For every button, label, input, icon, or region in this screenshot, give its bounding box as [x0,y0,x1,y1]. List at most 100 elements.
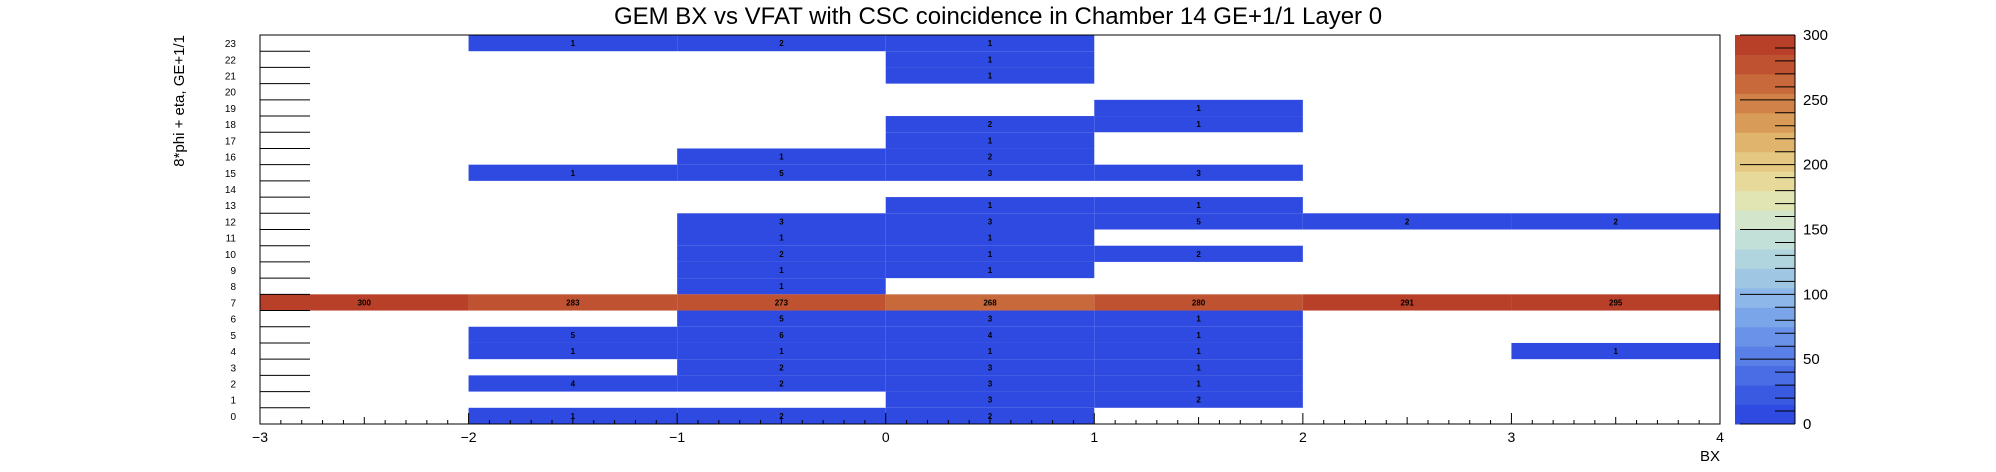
palette-tick-label: 200 [1803,157,1828,174]
y-tick-label: 14 [225,185,237,196]
y-tick-label: 9 [230,266,236,277]
y-tick-label: 7 [230,298,236,309]
cell-value-label: 1 [779,282,784,291]
cell-value-label: 1 [988,136,993,145]
y-tick-label: 21 [225,72,237,83]
x-tick-label: 0 [882,429,890,445]
cell-value-label: 1 [1196,201,1201,210]
cell-value-label: 1 [988,201,993,210]
color-palette: 0 50 100 150 200 250 300 [1735,27,1828,433]
palette-swatch [1735,190,1795,211]
palette-swatch [1735,248,1795,269]
cell-value-label: 1 [1196,120,1201,129]
cell-value-label: 3 [988,315,993,324]
heatmap-cell [1094,342,1303,360]
cell-value-label: 2 [779,250,784,259]
heatmap-cell [677,213,886,230]
heatmap-cell [1094,213,1303,230]
cell-value-label: 4 [571,379,576,388]
heatmap-cell [885,116,1095,133]
x-tick-label: 3 [1508,429,1516,445]
cell-value-label: 1 [1196,315,1201,324]
y-tick-label: 10 [225,250,237,261]
y-tick-label: 4 [230,347,236,358]
cell-value-label: 2 [779,412,784,421]
heatmap-cell [1094,391,1303,408]
cell-value-label: 1 [988,347,993,356]
palette-swatch [1735,326,1795,347]
palette-swatch [1735,346,1795,367]
palette-tick-label: 250 [1803,92,1828,109]
heatmap-cell [885,310,1095,327]
heatmap-cell [468,35,678,52]
palette-swatch [1735,132,1795,153]
cell-value-label: 2 [988,120,993,129]
x-axis: −3 −2 −1 0 1 2 3 4 [252,413,1724,445]
palette-tick-label: 300 [1803,27,1828,44]
palette-swatch [1735,287,1795,308]
palette-swatch [1735,268,1795,289]
y-tick-label: 19 [225,104,237,115]
heatmap-cell [1094,245,1303,262]
heatmap-cell [885,148,1095,165]
palette-swatch [1735,307,1795,328]
heatmap-cell [468,342,678,360]
cell-value-label: 5 [571,331,576,340]
heatmap-cell [677,35,886,52]
cell-value-label: 283 [566,298,580,307]
cell-value-label: 300 [358,298,372,307]
x-axis-label: BX [1700,448,1720,465]
cell-value-label: 1 [1196,331,1201,340]
y-tick-label: 17 [225,136,237,147]
heatmap-cell [1094,310,1303,327]
heatmap-cell [885,407,1095,424]
y-tick-label: 2 [230,379,236,390]
cell-value-label: 1 [779,266,784,275]
cell-value-label: 280 [1192,298,1206,307]
heatmap-cell [1094,359,1303,376]
cell-value-label: 3 [779,217,784,226]
cell-value-label: 6 [779,331,784,340]
cell-value-label: 291 [1400,298,1414,307]
cell-value-label: 268 [983,298,997,307]
heatmap-cell [885,35,1095,52]
cell-value-label: 273 [775,298,789,307]
heatmap-cell [677,375,886,392]
cell-value-label: 1 [988,72,993,81]
cell-value-label: 1 [988,234,993,243]
y-tick-label: 18 [225,120,237,131]
y-tick-label: 20 [225,88,237,99]
cell-value-label: 2 [1196,396,1201,405]
cell-value-label: 1 [1196,347,1201,356]
cell-value-label: 5 [779,315,784,324]
cell-value-label: 1 [571,39,576,48]
palette-swatch [1735,210,1795,230]
x-tick-label: −3 [252,429,268,445]
heatmap-cell [677,407,886,424]
cell-value-label: 1 [779,234,784,243]
heatmap-cell [1094,375,1303,392]
heatmap-cell [885,197,1095,214]
heatmap-cell [885,245,1095,262]
cell-value-label: 2 [779,363,784,372]
palette-swatch [1735,73,1795,94]
heatmap-cell [677,359,886,376]
heatmap-cell [677,245,886,262]
chart-title: GEM BX vs VFAT with CSC coincidence in C… [614,3,1382,30]
y-tick-label: 0 [230,412,236,423]
cell-value-label: 2 [779,39,784,48]
y-tick-label: 3 [230,363,236,374]
palette-swatch [1735,365,1795,386]
y-tick-label: 13 [225,201,237,212]
heatmap-cell [1511,213,1720,230]
y-tick-label: 8 [230,282,236,293]
x-tick-label: 4 [1716,429,1724,445]
palette-tick-label: 50 [1803,351,1820,368]
cell-value-label: 1 [988,39,993,48]
heatmap-cell [885,213,1095,230]
heatmap-cell [677,261,886,279]
cell-value-label: 295 [1609,298,1623,307]
cell-value-label: 1 [988,55,993,64]
heatmap-cell [1094,294,1303,311]
